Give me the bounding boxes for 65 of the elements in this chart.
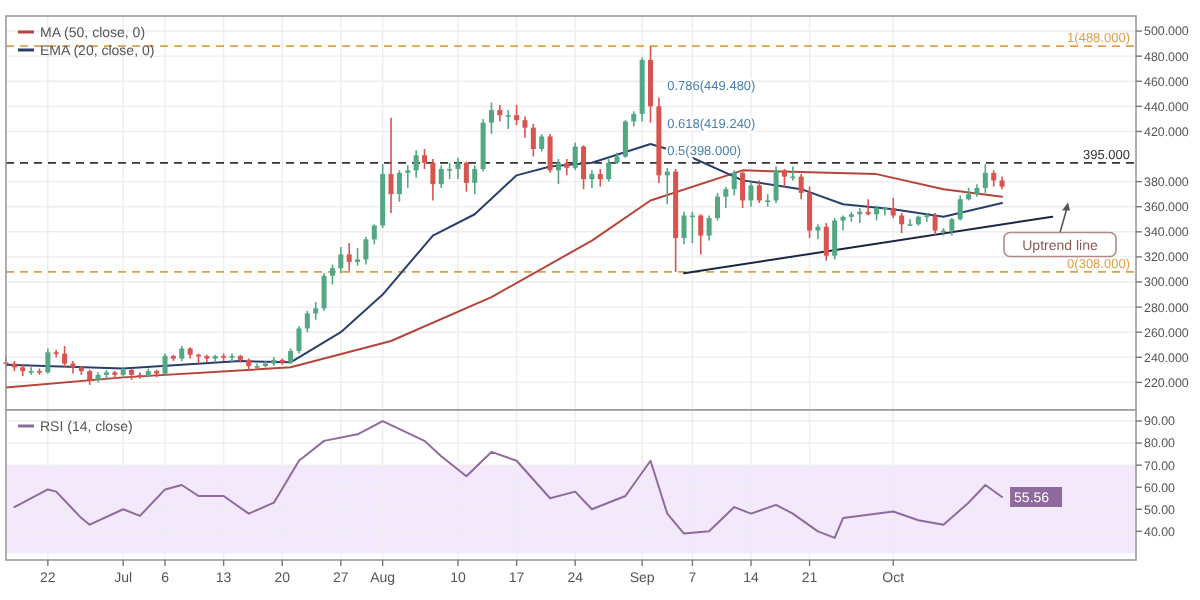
candlestick: [882, 205, 888, 217]
candlestick: [304, 310, 310, 333]
candlestick: [899, 212, 905, 234]
candlestick: [714, 192, 720, 222]
candlestick: [731, 169, 737, 197]
candlestick: [773, 165, 779, 204]
candlestick: [371, 223, 377, 246]
candlestick: [756, 179, 762, 204]
candlestick: [388, 116, 394, 214]
line-series: [13, 420, 1004, 539]
candlestick: [522, 115, 528, 139]
candlestick: [321, 272, 327, 312]
candlestick: [488, 101, 494, 135]
candlestick: [555, 158, 561, 185]
candlestick: [606, 158, 612, 183]
candlestick: [740, 170, 746, 209]
candlestick: [472, 164, 478, 195]
candlestick: [572, 141, 578, 172]
line-series: [5, 142, 1004, 370]
candlestick: [723, 185, 729, 209]
candlestick: [162, 352, 168, 376]
candlestick: [840, 214, 846, 232]
candlestick: [807, 185, 813, 239]
candlestick: [932, 212, 938, 237]
candlestick: [422, 148, 428, 170]
candlestick: [957, 194, 963, 222]
candlestick: [438, 164, 444, 189]
candlestick: [815, 223, 821, 241]
candlestick: [329, 263, 335, 286]
candlestick: [597, 168, 603, 188]
candlestick: [907, 218, 913, 227]
candlestick: [547, 133, 553, 174]
candlestick: [405, 164, 411, 189]
candlestick: [396, 169, 402, 203]
candlestick: [982, 163, 988, 194]
candlestick: [748, 180, 754, 208]
candlestick: [313, 301, 319, 321]
candlestick: [622, 119, 628, 159]
candlestick: [514, 104, 520, 126]
candlestick: [890, 197, 896, 219]
candlestick: [505, 109, 511, 130]
line-series: [5, 169, 1004, 389]
candlestick: [798, 173, 804, 200]
candlestick: [530, 123, 536, 158]
candlestick: [706, 214, 712, 242]
candlestick: [296, 325, 302, 355]
candlestick: [648, 45, 654, 124]
candlestick: [346, 242, 352, 272]
candlestick: [765, 193, 771, 208]
candlestick: [681, 210, 687, 246]
candlestick: [430, 158, 436, 202]
candlestick: [62, 345, 68, 369]
candlestick: [832, 217, 838, 261]
candlestick: [589, 169, 595, 189]
candlestick: [455, 156, 461, 180]
candlestick: [698, 213, 704, 256]
candlestick: [45, 347, 51, 375]
candlestick: [581, 144, 587, 190]
candlestick: [363, 236, 369, 266]
candlestick: [413, 149, 419, 179]
candlestick: [28, 366, 34, 376]
candlestick: [480, 118, 486, 173]
candlestick: [463, 160, 469, 193]
candlestick: [823, 222, 829, 262]
candlestick: [338, 246, 344, 275]
